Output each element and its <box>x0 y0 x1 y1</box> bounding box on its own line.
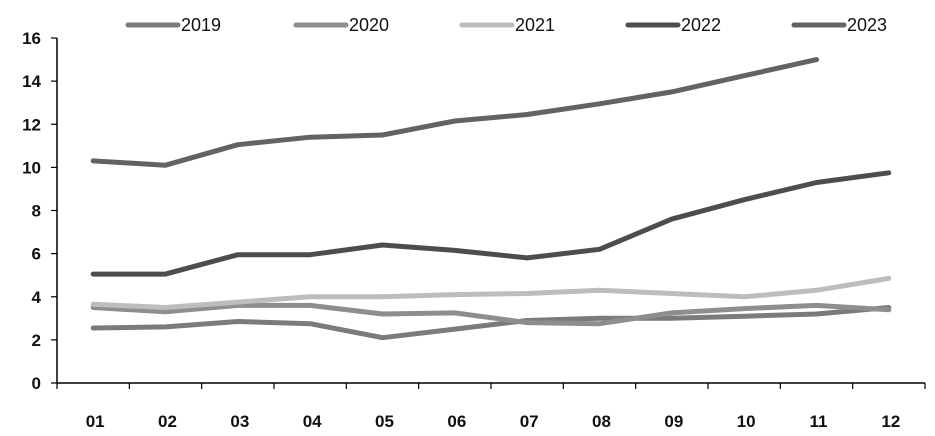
y-tick-label: 6 <box>32 245 41 264</box>
series-line-2021 <box>90 275 892 310</box>
series-layer <box>90 57 892 341</box>
y-tick-label: 14 <box>22 72 41 91</box>
series-line-2023 <box>90 57 819 168</box>
x-tick-label: 03 <box>230 412 249 431</box>
axes <box>56 38 925 384</box>
legend-label-2022: 2022 <box>681 15 721 35</box>
legend-label-2021: 2021 <box>515 15 555 35</box>
legend: 2019 2020 2021 2022 2023 <box>125 15 887 35</box>
x-tick-label: 04 <box>303 412 322 431</box>
x-tick-label: 08 <box>592 412 611 431</box>
y-tick-label: 12 <box>22 115 41 134</box>
x-tick-label: 02 <box>158 412 177 431</box>
x-axis-ticks: 01 02 03 04 05 06 07 08 09 10 11 12 <box>56 383 926 431</box>
series-line-2022 <box>90 170 892 277</box>
y-tick-label: 16 <box>22 29 41 48</box>
series-line-2020 <box>90 302 892 327</box>
y-tick-label: 8 <box>32 202 41 221</box>
legend-label-2020: 2020 <box>349 15 389 35</box>
x-tick-label: 05 <box>375 412 394 431</box>
y-tick-label: 10 <box>22 158 41 177</box>
x-tick-label: 09 <box>664 412 683 431</box>
x-tick-label: 06 <box>447 412 466 431</box>
y-tick-label: 4 <box>32 288 42 307</box>
y-axis-ticks: 0 2 4 6 8 10 12 14 16 <box>22 29 57 393</box>
x-tick-label: 10 <box>737 412 756 431</box>
y-tick-label: 2 <box>32 331 41 350</box>
x-tick-label: 07 <box>520 412 539 431</box>
legend-label-2023: 2023 <box>847 15 887 35</box>
x-tick-label: 01 <box>86 412 105 431</box>
x-tick-label: 12 <box>881 412 900 431</box>
y-tick-label: 0 <box>32 374 41 393</box>
legend-label-2019: 2019 <box>181 15 221 35</box>
x-tick-label: 11 <box>810 412 828 431</box>
series-line-2019 <box>90 305 892 341</box>
